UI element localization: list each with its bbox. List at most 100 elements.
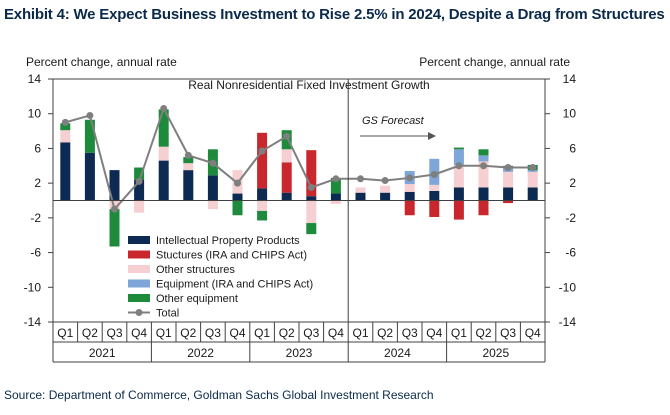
bar-other_structures: [109, 200, 120, 210]
y-tick-label-left: -14: [24, 315, 42, 329]
x-tick-label: Q1: [451, 326, 467, 340]
y-tick-label-right: -14: [559, 315, 577, 329]
x-tick-label: Q4: [426, 326, 442, 340]
x-tick-label: Q2: [180, 326, 196, 340]
bar-ipp: [380, 192, 391, 201]
x-tick-label: Q4: [525, 326, 541, 340]
y-tick-label-right: 10: [563, 107, 577, 121]
total-point: [357, 175, 364, 183]
bar-ipp: [158, 160, 169, 201]
legend-label: Intellectual Property Products: [156, 235, 300, 247]
year-label: 2025: [482, 346, 509, 360]
legend-background: [124, 234, 344, 325]
total-line-layer: [61, 105, 537, 213]
y-tick-label-left: 14: [28, 72, 42, 86]
legend-marker-total: [135, 309, 143, 316]
bar-other_structures: [404, 184, 415, 192]
total-point: [406, 174, 414, 182]
total-point: [86, 111, 94, 119]
legend-swatch-equipment_ira: [128, 279, 150, 288]
axes-layer: 14 14 10 10 6 6 2 2 -2 -2 -6 -6 -10 -10 -14 -14 Q1 Q2 Q3 Q4…: [24, 72, 577, 363]
total-point: [307, 183, 315, 191]
legend-label: Other structures: [156, 264, 235, 276]
bar-other_structures: [158, 146, 169, 161]
bar-other_structures: [478, 161, 489, 188]
bar-ipp: [109, 170, 120, 201]
bar-ipp: [257, 188, 268, 201]
bar-other_equipment: [84, 119, 95, 153]
exhibit-title: Exhibit 4: We Expect Business Investment…: [4, 6, 665, 23]
bar-equipment_ira: [478, 155, 489, 162]
legend-swatch-structures_ira: [128, 250, 150, 259]
x-tick-label: Q3: [205, 326, 221, 340]
bar-structures_ira: [306, 150, 317, 197]
x-tick-label: Q3: [303, 326, 319, 340]
bar-ipp: [84, 152, 95, 201]
bar-equipment_ira: [453, 149, 464, 165]
bar-other_structures: [306, 200, 317, 224]
forecast-annotation: GS Forecast: [362, 115, 425, 127]
bar-other_structures: [134, 200, 145, 213]
source-note: Source: Department of Commerce, Goldman …: [4, 388, 434, 402]
bar-ipp: [134, 179, 145, 201]
y-tick-label-left: -2: [30, 211, 41, 225]
bar-ipp: [306, 196, 317, 201]
bar-structures_ira: [478, 200, 489, 216]
bar-ipp: [527, 187, 538, 201]
bar-other_equipment: [306, 223, 317, 236]
bar-other_structures: [330, 200, 341, 204]
bar-other_equipment: [60, 123, 71, 131]
y-tick-label-right: -10: [559, 280, 577, 294]
legend-label: Stuctures (IRA and CHIPS Act): [156, 250, 307, 262]
bar-other_structures: [380, 185, 391, 193]
total-point: [455, 162, 463, 170]
bar-other_structures: [207, 200, 218, 210]
bar-ipp: [404, 191, 415, 201]
bar-other_structures: [429, 184, 440, 191]
x-tick-label: Q2: [475, 326, 491, 340]
x-tick-label: Q2: [82, 326, 98, 340]
forecast-arrow-head: [428, 132, 436, 140]
bar-ipp: [330, 193, 341, 201]
y-tick-label-left: -6: [30, 246, 41, 260]
bar-other_equipment: [183, 157, 194, 164]
bar-ipp: [281, 192, 292, 201]
y-axis-label-right: Percent change, annual rate: [419, 55, 570, 69]
total-point: [234, 179, 241, 187]
y-tick-label-left: -10: [24, 280, 42, 294]
x-tick-label: Q4: [328, 326, 344, 340]
chart-title: Real Nonresidential Fixed Investment Gro…: [188, 78, 429, 92]
y-tick-label-right: 2: [569, 176, 576, 190]
bar-structures_ira: [404, 200, 415, 216]
total-point: [430, 170, 438, 178]
x-tick-label: Q1: [57, 326, 73, 340]
y-tick-label-right: 14: [563, 72, 577, 86]
y-tick-label-right: -6: [565, 246, 576, 260]
total-line: [65, 105, 533, 212]
bar-other_equipment: [330, 177, 341, 194]
year-label: 2024: [384, 346, 411, 360]
legend-swatch-other_equipment: [128, 294, 150, 302]
year-label: 2021: [89, 346, 116, 360]
total-point: [332, 175, 340, 183]
y-tick-label-left: 6: [34, 141, 41, 155]
bars-layer: [60, 109, 538, 247]
bar-ipp: [232, 193, 243, 201]
bar-other_structures: [60, 130, 71, 143]
total-point: [258, 147, 266, 155]
y-tick-label-right: -2: [565, 211, 576, 225]
x-tick-label: Q2: [279, 326, 295, 340]
legend-label: Other equipment: [156, 293, 238, 305]
bar-other_structures: [503, 171, 514, 188]
x-tick-label: Q3: [106, 326, 122, 340]
bar-structures_ira: [257, 132, 268, 189]
bar-ipp: [453, 187, 464, 201]
bar-structures_ira: [453, 200, 464, 220]
total-point: [283, 132, 291, 140]
x-tick-label: Q4: [229, 326, 245, 340]
y-axis-label-left: Percent change, annual rate: [26, 55, 177, 69]
bar-other_equipment: [134, 167, 145, 180]
total-point: [135, 177, 143, 185]
bar-other_structures: [183, 163, 194, 171]
x-tick-label: Q3: [500, 326, 516, 340]
